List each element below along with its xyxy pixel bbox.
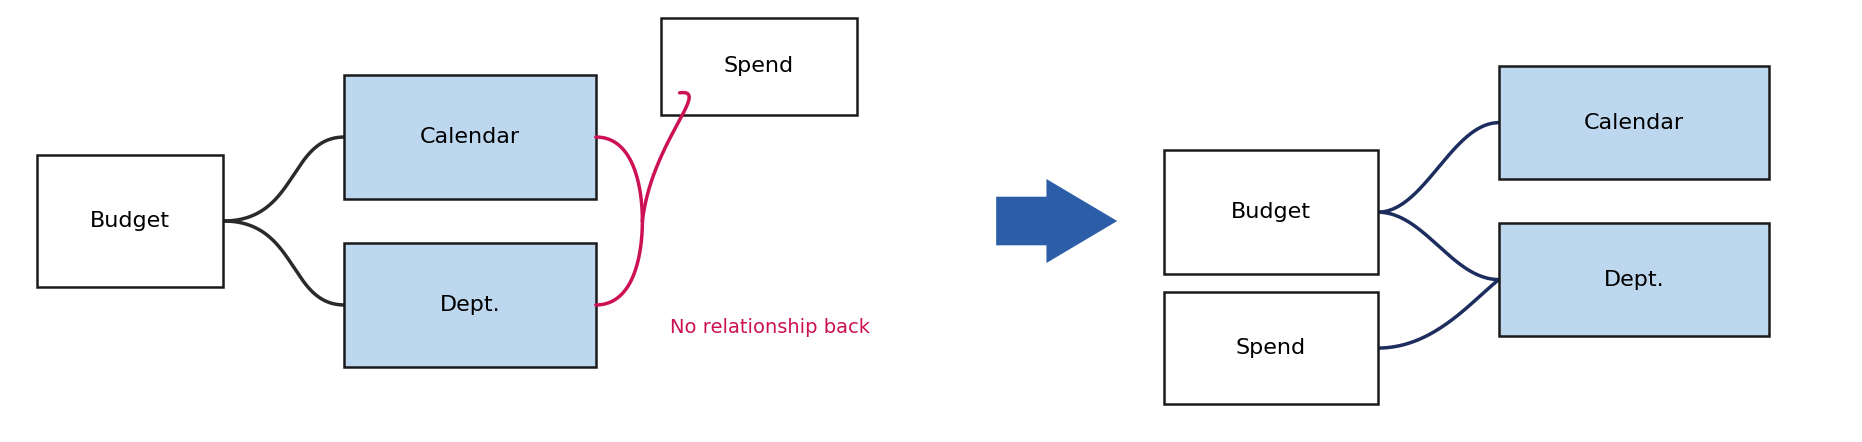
FancyBboxPatch shape xyxy=(1499,66,1769,179)
Text: Dept.: Dept. xyxy=(1603,270,1665,290)
FancyBboxPatch shape xyxy=(37,155,223,287)
Text: No relationship back: No relationship back xyxy=(670,318,870,336)
FancyBboxPatch shape xyxy=(344,75,596,199)
Text: Calendar: Calendar xyxy=(421,127,519,147)
FancyBboxPatch shape xyxy=(1499,223,1769,336)
Text: Spend: Spend xyxy=(724,56,793,76)
Text: Budget: Budget xyxy=(1231,202,1311,222)
FancyBboxPatch shape xyxy=(1164,150,1378,274)
Text: Budget: Budget xyxy=(91,211,169,231)
Text: Spend: Spend xyxy=(1236,338,1305,358)
FancyBboxPatch shape xyxy=(661,18,857,115)
FancyBboxPatch shape xyxy=(1164,292,1378,404)
Text: Calendar: Calendar xyxy=(1585,113,1683,133)
FancyBboxPatch shape xyxy=(344,243,596,367)
Text: Dept.: Dept. xyxy=(439,295,501,315)
Polygon shape xyxy=(996,179,1117,263)
